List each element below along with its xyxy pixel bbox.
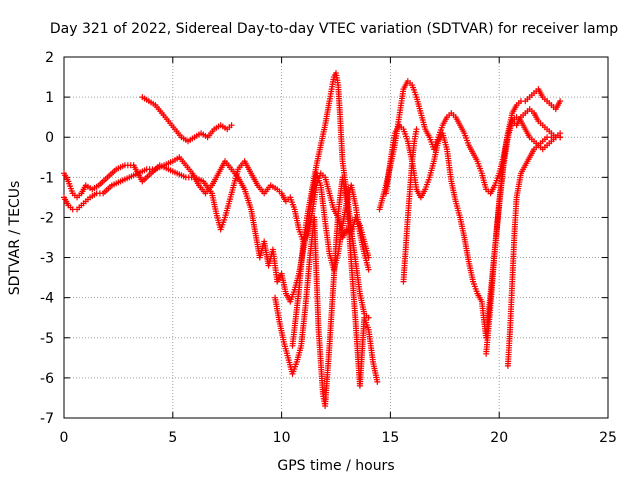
x-tick-label: 20 — [490, 430, 508, 446]
data-points — [61, 70, 564, 409]
data-point — [374, 378, 381, 385]
x-tick-label: 0 — [60, 430, 69, 446]
series-5 — [376, 78, 564, 213]
chart-title: Day 321 of 2022, Sidereal Day-to-day VTE… — [50, 21, 618, 37]
y-axis-title: SDTVAR / TECUs — [7, 181, 23, 296]
y-tick-label: 1 — [45, 90, 54, 106]
x-tick-label: 5 — [168, 430, 177, 446]
grid-lines — [64, 57, 608, 418]
data-point — [413, 126, 420, 133]
y-tick-label: 2 — [45, 50, 54, 66]
y-tick-label: -5 — [40, 331, 54, 347]
y-tick-label: -7 — [40, 411, 54, 427]
data-point — [557, 134, 564, 141]
x-tick-label: 10 — [273, 430, 291, 446]
y-tick-label: -1 — [40, 170, 54, 186]
y-tick-label: -2 — [40, 210, 54, 226]
data-point — [228, 122, 235, 129]
data-point — [365, 266, 372, 273]
x-axis-title: GPS time / hours — [277, 458, 394, 474]
plot-frame — [63, 56, 609, 419]
series-7 — [400, 126, 420, 285]
series-2 — [139, 94, 235, 145]
x-tick-label: 25 — [599, 430, 617, 446]
data-point — [557, 98, 564, 105]
y-tick-label: -4 — [40, 291, 54, 307]
y-tick-label: 0 — [45, 130, 54, 146]
series-4 — [289, 70, 372, 349]
series-9 — [504, 134, 564, 369]
y-tick-label: -3 — [40, 251, 54, 267]
axis-ticks: 0 5 10 15 20 25 -7 -6 -5 -4 -3 -2 -1 0 1 2 — [40, 50, 617, 446]
x-tick-label: 15 — [381, 430, 399, 446]
series-8 — [483, 114, 564, 357]
y-tick-label: -6 — [40, 371, 54, 387]
data-point — [365, 314, 372, 321]
